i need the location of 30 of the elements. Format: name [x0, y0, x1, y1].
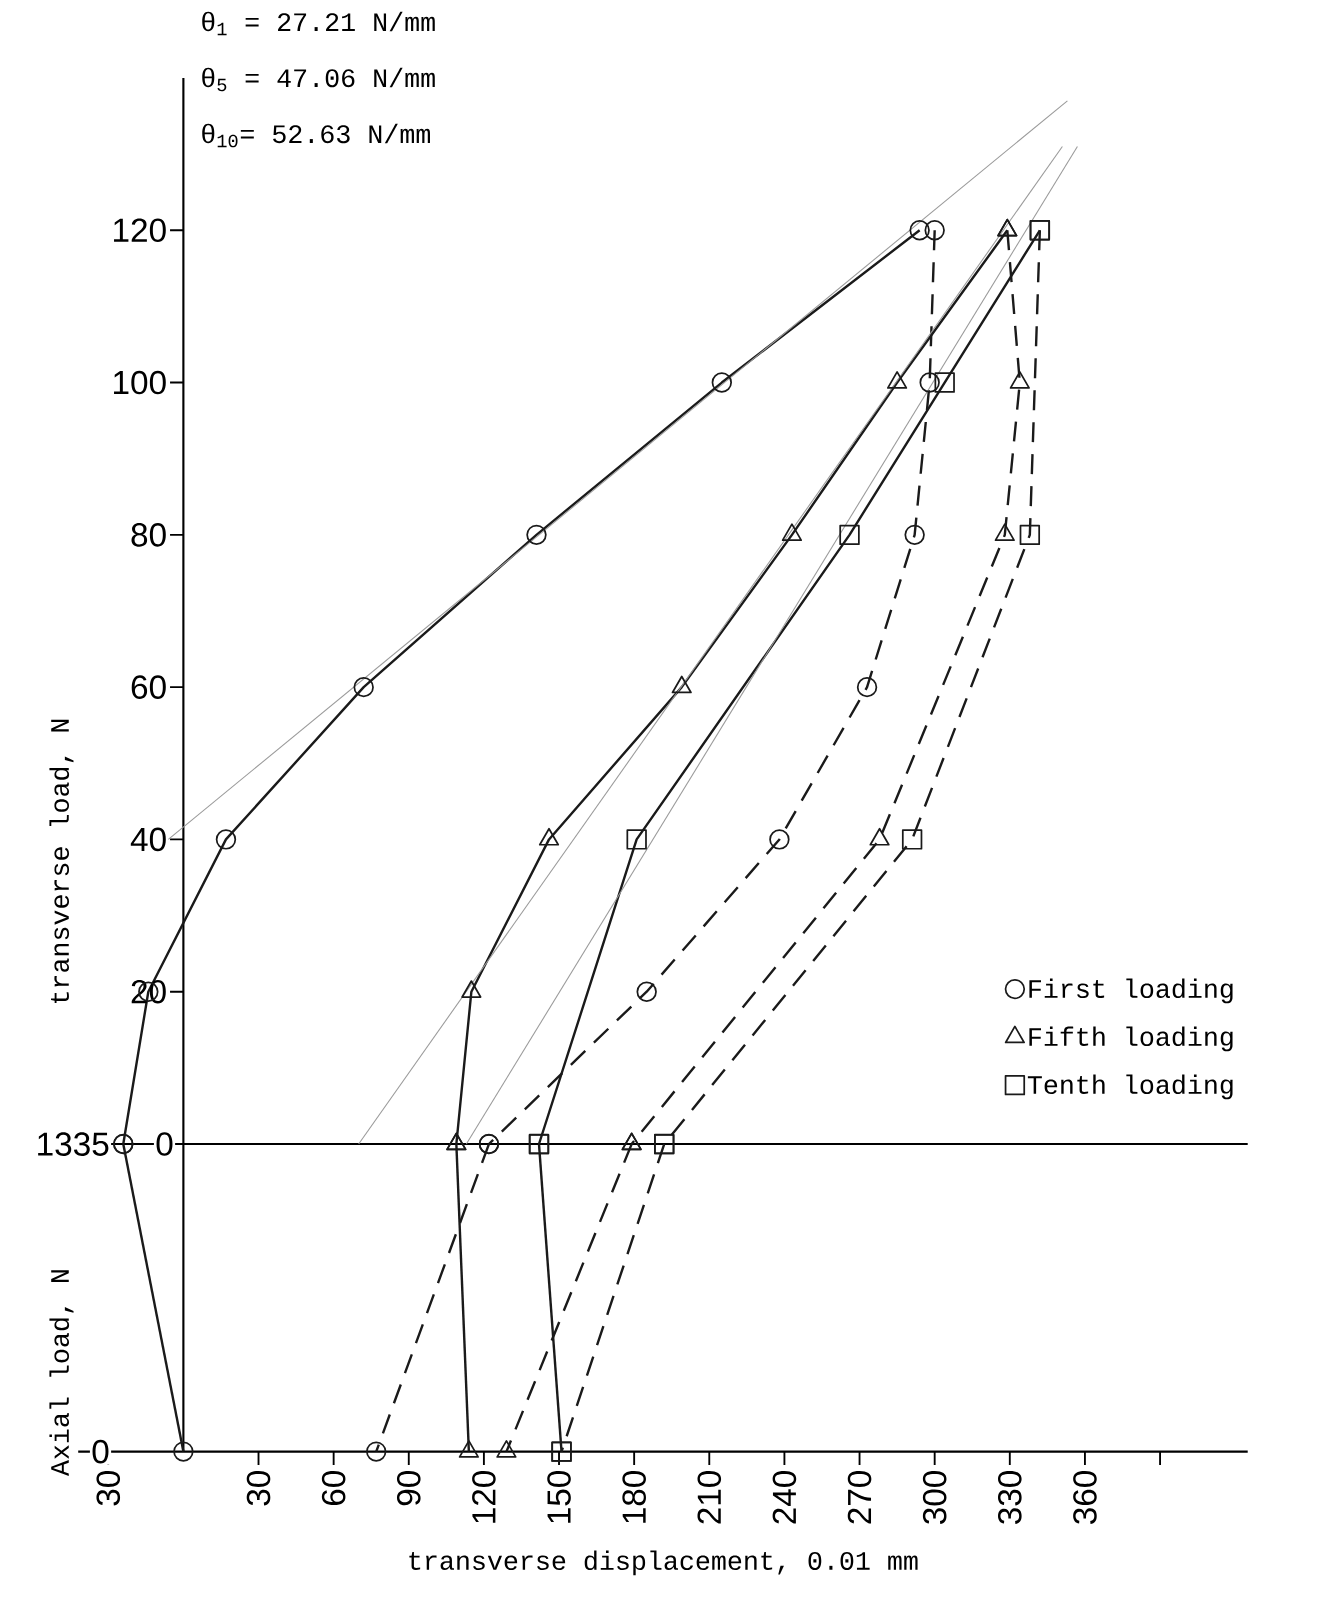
y-tick-label: 0 — [92, 1439, 109, 1464]
legend-label: First loading — [1029, 978, 1233, 1004]
y-tick-label: 100 — [114, 370, 166, 395]
y-tick-label: 0 — [156, 1132, 173, 1156]
annotation: θ$_{10}$= 52.63 N/mm — [202, 123, 430, 148]
x-tick-label: 240 — [772, 1470, 797, 1524]
x-tick-label: 300 — [922, 1470, 947, 1524]
x-tick-label: 210 — [697, 1470, 722, 1524]
x-tick-label: 90 — [396, 1470, 421, 1506]
y-tick-label: 80 — [131, 523, 166, 547]
x-tick-label: 60 — [321, 1470, 346, 1506]
x-tick-label: 150 — [547, 1470, 571, 1523]
y-tick-label: 40 — [130, 827, 166, 852]
y-axis-title: Axial load, N — [49, 1270, 74, 1477]
x-tick-label: 30 — [246, 1470, 271, 1506]
x-tick-label: 180 — [622, 1470, 646, 1523]
x-tick-label: 120 — [472, 1470, 496, 1523]
y-axis-title: transverse load, N — [49, 719, 74, 1004]
text: θ$_{1}$ = 27.21 N/mm — [202, 11, 435, 36]
y-tick-label: 120 — [114, 218, 166, 243]
x-tick-label: 330 — [998, 1470, 1022, 1524]
y-tick-label: 60 — [131, 675, 166, 699]
annotation: θ$_{5}$ = 47.06 N/mm — [202, 67, 435, 92]
legend-label: Fifth loading — [1029, 1026, 1233, 1052]
x-axis-title: transverse displacement, 0.01 mm — [409, 1550, 918, 1576]
y-tick-label: 1335 — [38, 1132, 109, 1156]
x-tick-label: 360 — [1073, 1470, 1097, 1524]
legend-label: Tenth loading — [1027, 1074, 1233, 1100]
x-tick-label: 270 — [847, 1470, 872, 1524]
x-tick-label: 30 — [96, 1470, 121, 1506]
